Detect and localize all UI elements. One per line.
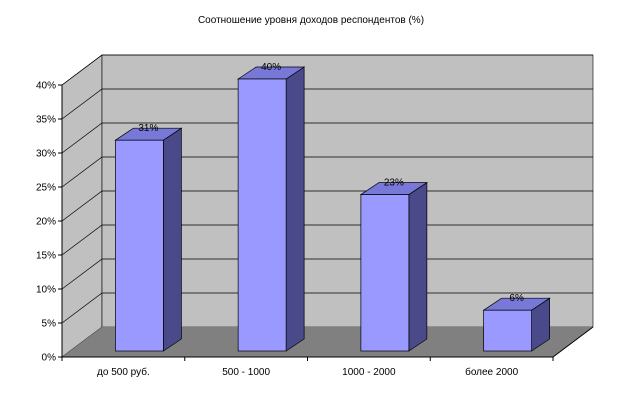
data-label: 31% [138, 123, 158, 134]
data-label: 40% [261, 62, 281, 73]
y-tick-label: 10% [36, 285, 56, 296]
x-tick-label: 500 - 1000 [222, 367, 270, 378]
gridline [61, 156, 593, 188]
bar-front [237, 78, 287, 352]
bar-front [115, 139, 164, 352]
bar-side [408, 181, 428, 352]
y-tick-label: 5% [42, 319, 57, 330]
x-tick-label: 1000 - 2000 [342, 367, 396, 378]
x-tick-label: до 500 руб. [97, 366, 150, 378]
bar [359, 181, 429, 352]
bar [114, 127, 183, 352]
gridline [61, 258, 593, 290]
bar-side [163, 127, 182, 352]
y-tick-label: 35% [36, 115, 56, 126]
y-tick-label: 0% [42, 353, 57, 364]
y-tick-label: 40% [36, 81, 56, 92]
floor [62, 327, 593, 357]
chart-title: Соотношение уровня доходов респондентов … [198, 15, 424, 26]
x-tick-label: более 2000 [465, 366, 518, 378]
gridline [61, 54, 593, 86]
bar [236, 66, 306, 352]
y-tick-label: 30% [36, 149, 56, 160]
y-tick-labels: 0% 5% 10% 15% 20% 25% 30% 35% 40% [36, 81, 62, 364]
bar-front [360, 194, 410, 352]
x-tick-labels: до 500 руб. 500 - 1000 1000 - 2000 более 20… [61, 357, 554, 378]
bar-side [285, 66, 305, 352]
bar-front [483, 309, 532, 352]
gridlines [61, 54, 593, 324]
gridline [61, 88, 593, 120]
gridline [61, 224, 593, 256]
y-tick-label: 25% [36, 183, 56, 194]
data-label: 6% [509, 293, 524, 304]
data-label: 23% [384, 178, 404, 189]
gridline [61, 190, 593, 222]
gridline [61, 122, 593, 154]
data-labels: 31% 40% 23% 6% [138, 62, 524, 304]
bars [114, 66, 551, 352]
bar [482, 297, 551, 352]
floor-right-edge [552, 326, 594, 358]
y-tick-label: 15% [36, 251, 56, 262]
y-tick-label: 20% [36, 217, 56, 228]
gridline [61, 292, 593, 324]
